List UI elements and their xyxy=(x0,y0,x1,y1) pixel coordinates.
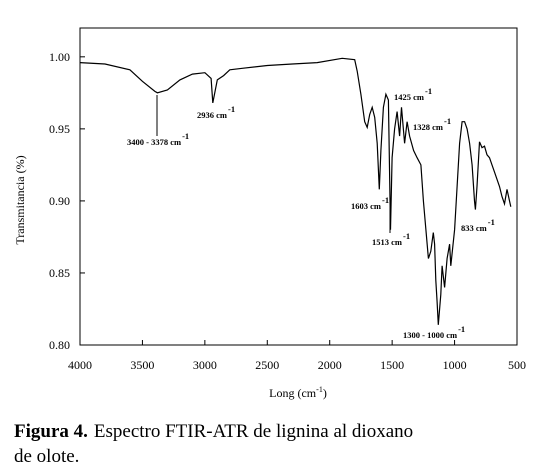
spectrum-line xyxy=(79,57,512,325)
annotation-sup: -1 xyxy=(403,231,410,241)
annotation-sup: -1 xyxy=(228,104,235,114)
annotation-text: 1603 cm xyxy=(351,201,381,211)
annotation: 1300 - 1000 cm-1 xyxy=(403,324,465,340)
annotation-sup: -1 xyxy=(488,217,495,227)
y-tick-label: 0.95 xyxy=(49,122,70,136)
caption-line2: de olote. xyxy=(14,446,79,467)
annotation-text: 1425 cm xyxy=(394,92,424,102)
annotation: 1513 cm-1 xyxy=(372,231,410,247)
annotation-text: 1328 cm xyxy=(413,122,443,132)
annotation-sup: -1 xyxy=(425,86,432,96)
annotation: 833 cm-1 xyxy=(461,217,495,233)
x-label-text: Long (cm xyxy=(269,386,317,400)
annotation-text: 833 cm xyxy=(461,223,487,233)
annotation-text: 1513 cm xyxy=(372,237,402,247)
y-tick-label: 1.00 xyxy=(49,50,70,64)
annotation-text: 1300 - 1000 cm xyxy=(403,330,457,340)
annotation-sup: -1 xyxy=(444,116,451,126)
x-tick-label: 500 xyxy=(508,358,526,372)
annotation-sup: -1 xyxy=(458,324,465,334)
x-label-end: ) xyxy=(323,386,327,400)
x-label-sup: -1 xyxy=(316,385,323,394)
annotation: 1328 cm-1 xyxy=(413,116,451,132)
x-tick-label: 2500 xyxy=(255,358,279,372)
annotation-text: 3400 - 3378 cm xyxy=(127,137,181,147)
y-axis-label: Transmitancia (%) xyxy=(13,155,27,244)
x-tick-label: 1500 xyxy=(380,358,404,372)
caption-label: Figura 4. xyxy=(14,421,88,442)
caption: Figura 4. Espectro FTIR-ATR de lignina al… xyxy=(14,421,413,442)
plot-frame xyxy=(79,27,518,346)
annotation-sup: -1 xyxy=(182,131,189,141)
caption-text: Espectro FTIR-ATR de lignina al dioxano xyxy=(94,421,413,442)
x-axis-label: Long (cm-1) xyxy=(269,385,327,400)
annotation: 1425 cm-1 xyxy=(394,86,432,102)
x-tick-label: 3500 xyxy=(130,358,154,372)
annotation-text: 2936 cm xyxy=(197,110,227,120)
annotation: 1603 cm-1 xyxy=(351,195,389,211)
y-tick-label: 0.85 xyxy=(49,266,70,280)
x-tick-label: 2000 xyxy=(318,358,342,372)
x-tick-label: 4000 xyxy=(68,358,92,372)
annotation-sup: -1 xyxy=(382,195,389,205)
y-tick-label: 0.90 xyxy=(49,194,70,208)
annotation: 2936 cm-1 xyxy=(197,104,235,120)
x-tick-label: 3000 xyxy=(193,358,217,372)
y-tick-label: 0.80 xyxy=(49,338,70,352)
x-tick-label: 1000 xyxy=(443,358,467,372)
annotation: 3400 - 3378 cm-1 xyxy=(127,131,189,147)
